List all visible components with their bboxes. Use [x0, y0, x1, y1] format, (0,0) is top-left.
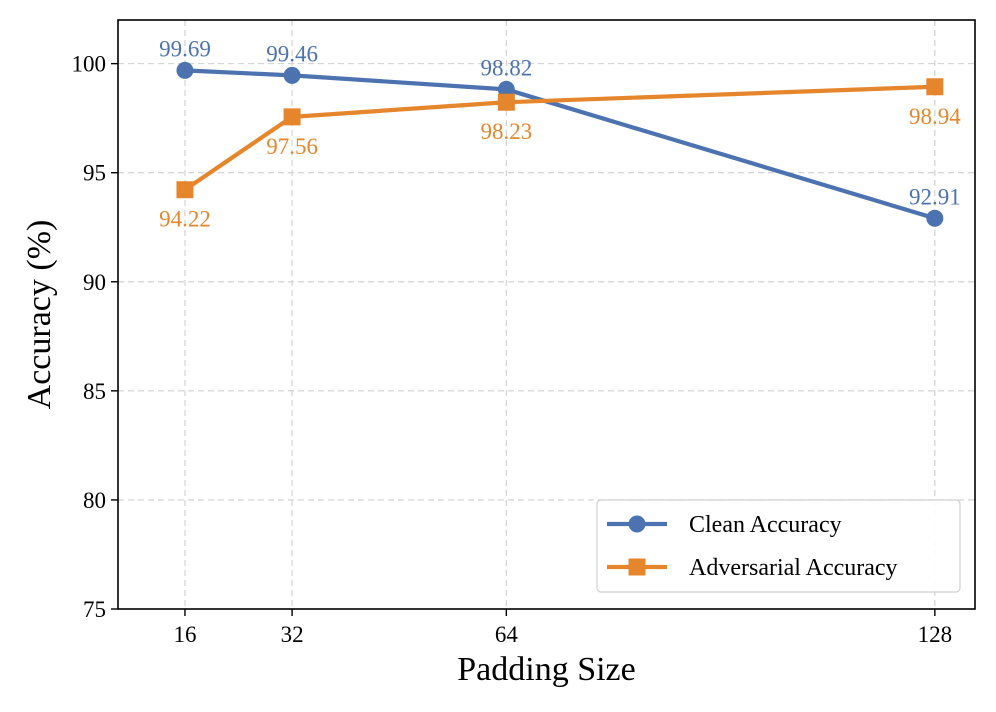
- y-tick-label: 100: [72, 52, 107, 77]
- y-tick-label: 95: [83, 161, 106, 186]
- x-tick-label: 128: [918, 622, 953, 647]
- legend-marker-circle: [628, 515, 646, 533]
- series-layer: [176, 61, 944, 227]
- data-point-square: [926, 78, 944, 96]
- data-point-square: [283, 108, 301, 126]
- data-label: 94.22: [159, 207, 211, 232]
- data-point-square: [497, 93, 515, 111]
- x-tick-label: 32: [281, 622, 304, 647]
- data-label: 99.46: [266, 41, 318, 66]
- data-label: 98.23: [480, 119, 532, 144]
- data-point-circle: [283, 66, 301, 84]
- data-point-circle: [926, 209, 944, 227]
- data-label: 98.82: [480, 55, 532, 80]
- data-label: 97.56: [266, 134, 318, 159]
- y-axis-title: Accuracy (%): [21, 220, 58, 410]
- tick-layer: 75 80 85 90 95 100 16 32 64 128: [72, 52, 953, 647]
- data-point-square: [176, 181, 194, 199]
- data-label-layer: 99.69 99.46 98.82 92.91 94.22 97.56 98.23 98.94: [159, 36, 961, 231]
- legend-label: Clean Accuracy: [689, 512, 842, 538]
- data-point-circle: [497, 80, 515, 98]
- y-tick-label: 80: [83, 488, 106, 513]
- x-tick-label: 16: [173, 622, 196, 647]
- plot-frame: [117, 19, 976, 610]
- data-label: 92.91: [909, 184, 961, 209]
- y-tick-label: 75: [83, 597, 106, 622]
- series-line-0: [184, 68, 936, 221]
- x-axis-title: Padding Size: [457, 651, 635, 688]
- series-line-1: [183, 84, 935, 192]
- data-label: 98.94: [909, 104, 961, 129]
- y-tick-label: 85: [83, 379, 106, 404]
- legend: Clean Accuracy Adversarial Accuracy: [596, 499, 961, 593]
- x-tick-label: 64: [495, 622, 519, 647]
- data-label: 99.69: [159, 36, 211, 61]
- legend-marker-square: [628, 558, 646, 576]
- data-point-circle: [176, 61, 194, 79]
- legend-label: Adversarial Accuracy: [689, 555, 898, 581]
- y-tick-label: 90: [83, 270, 106, 295]
- legend-box: [596, 499, 961, 593]
